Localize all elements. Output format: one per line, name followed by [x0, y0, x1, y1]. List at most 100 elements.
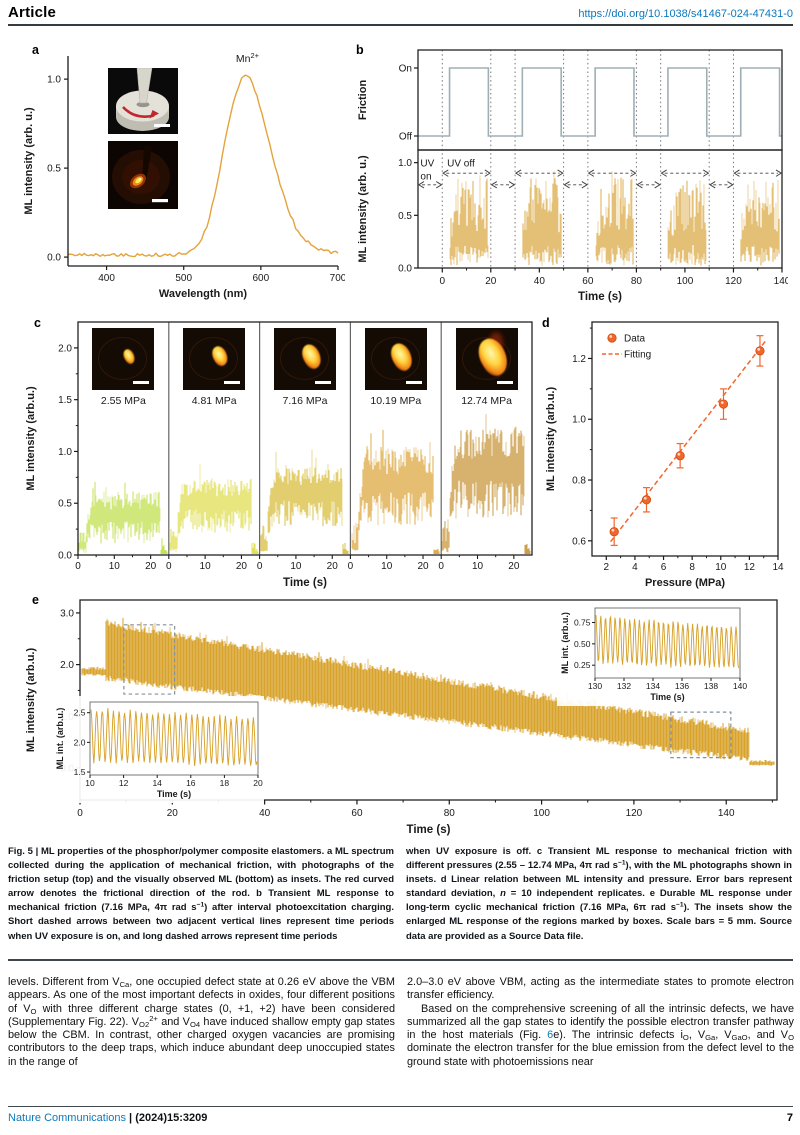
scale-bar	[224, 381, 241, 384]
tick-label: 0.5	[47, 164, 61, 175]
data-point	[718, 399, 729, 409]
data-point	[641, 495, 652, 505]
data-point	[609, 527, 619, 537]
tick-label: 0	[77, 808, 83, 819]
tick-label: 140	[774, 276, 788, 287]
inset-chart: 130 132 134 136 138 140 0.25 0.50 0.75 Time (s) ML…	[557, 602, 747, 706]
tick-label: 20	[236, 561, 248, 572]
ml-photo-inset	[183, 328, 246, 390]
spectrum-curve	[67, 74, 339, 258]
tick-label: 140	[733, 681, 747, 691]
x-axis-label: Pressure (MPa)	[645, 577, 725, 589]
arrow-head	[709, 181, 716, 189]
inset-trace	[90, 708, 258, 767]
disc-edge	[461, 337, 511, 380]
tick-label: 0.8	[572, 476, 586, 487]
tick-label: 1.0	[47, 75, 61, 86]
tick-label: 80	[631, 276, 643, 287]
arrow-head	[563, 181, 570, 189]
figure-panel-d: 2 4 6 8 10 12 14 0.6 0.8 1.0 1.2 Pressure (MPa) ML i…	[540, 312, 790, 594]
body-column-right: 2.0–3.0 eV above VBM, acting as the inte…	[407, 976, 794, 1069]
tick-label: 10	[85, 778, 95, 788]
tick-label: Off	[399, 132, 412, 143]
panel-label-a: a	[32, 43, 39, 57]
tick-label: 20	[485, 276, 497, 287]
zoom-region-box	[123, 624, 176, 695]
tick-label: 700	[330, 273, 345, 284]
body-text: levels. Different from VCa, one occupied…	[8, 976, 794, 1069]
ml-burst-series	[169, 463, 259, 554]
tick-label: 10	[472, 561, 484, 572]
disc-edge	[98, 337, 148, 380]
caption-column-right: when UV exposure is off. c Transient ML …	[406, 846, 793, 942]
y-axis-label: ML intensity (arb.u.)	[25, 648, 37, 753]
tick-label: 0.5	[58, 499, 72, 510]
journal-name-link[interactable]: Nature Communications	[8, 1112, 126, 1124]
tick-label: 10	[109, 561, 121, 572]
friction-setup-photo	[108, 68, 178, 134]
paragraph: levels. Different from VCa, one occupied…	[8, 976, 395, 1068]
tick-label: 100	[533, 808, 550, 819]
ml-glow-illustration	[108, 141, 178, 209]
inset-y-axis-label: ML int. (arb.u.)	[560, 612, 570, 674]
doi-link[interactable]: https://doi.org/10.1038/s41467-024-47431…	[578, 8, 793, 20]
caption-divider	[8, 959, 793, 961]
tick-label: 134	[646, 681, 660, 691]
y-axis-label: ML intensity (arb. u.)	[23, 107, 35, 215]
arrow-head	[702, 169, 710, 177]
panel-label-c: c	[34, 316, 41, 330]
y-axis-label: ML intensity (arb.u.)	[545, 387, 557, 492]
tick-label: 140	[718, 808, 735, 819]
tick-label: 100	[677, 276, 694, 287]
intensity-vs-pressure-chart: 2 4 6 8 10 12 14 0.6 0.8 1.0 1.2 Pressure (MPa) ML i…	[545, 321, 784, 589]
paragraph: Based on the comprehensive screening of …	[407, 1002, 794, 1068]
inset-chart: 10 12 14 16 18 20 1.5 2.0 2.5 Time (s) ML int. (ar…	[52, 696, 264, 803]
panel-label-b: b	[356, 43, 364, 57]
panel-label-e: e	[32, 593, 39, 607]
ml-photo-inset	[92, 328, 155, 390]
ml-burst-series	[260, 449, 349, 554]
tick-label: 14	[152, 778, 162, 788]
tick-label: 1.0	[398, 158, 412, 169]
tick-label: 1.5	[74, 767, 86, 777]
tick-label: 20	[167, 808, 179, 819]
tick-label: 2.0	[58, 343, 72, 354]
tick-label: 40	[534, 276, 546, 287]
arrow-head	[557, 169, 564, 177]
y-axis-label: Friction	[357, 80, 369, 121]
arrow-head	[636, 181, 643, 189]
ml-spectrum-chart: 400 500 600 700 0.0 0.5 1.0 Wavelength (nm) ML i…	[23, 51, 345, 300]
tick-label: 6	[661, 562, 667, 573]
tick-label: 136	[675, 681, 689, 691]
x-axis-label: Time (s)	[407, 824, 451, 836]
tick-label: 18	[220, 778, 230, 788]
rod-silhouette	[142, 146, 152, 182]
disc-edge	[280, 337, 329, 380]
body-column-left: levels. Different from VCa, one occupied…	[8, 976, 395, 1069]
arrow-head	[654, 181, 661, 189]
plot-box	[77, 321, 533, 556]
tick-label: 0.5	[398, 211, 412, 222]
citation-text: | (2024)15:3209	[126, 1112, 208, 1124]
ml-burst-series	[449, 171, 780, 266]
article-type-label: Article	[8, 4, 57, 21]
tick-label: 80	[444, 808, 456, 819]
page-number: 7	[786, 1112, 793, 1124]
y-axis-label: ML intensity (arb. u.)	[357, 155, 369, 263]
tick-label: 0.0	[398, 264, 412, 275]
peak-label: Mn2+	[236, 51, 260, 65]
tick-label: 20	[508, 561, 520, 572]
inset-x-axis-label: Time (s)	[157, 789, 191, 799]
scale-bar	[315, 381, 331, 384]
tick-label: 500	[175, 273, 192, 284]
tick-label: 20	[253, 778, 263, 788]
arrow-head	[484, 169, 491, 177]
tick-label: 0.0	[58, 551, 72, 562]
scale-bar	[405, 381, 422, 384]
footer: Nature Communications | (2024)15:3209 7	[8, 1112, 793, 1124]
inset-trace	[595, 615, 740, 669]
figure-caption: Fig. 5 | ML properties of the phosphor/p…	[8, 845, 794, 944]
